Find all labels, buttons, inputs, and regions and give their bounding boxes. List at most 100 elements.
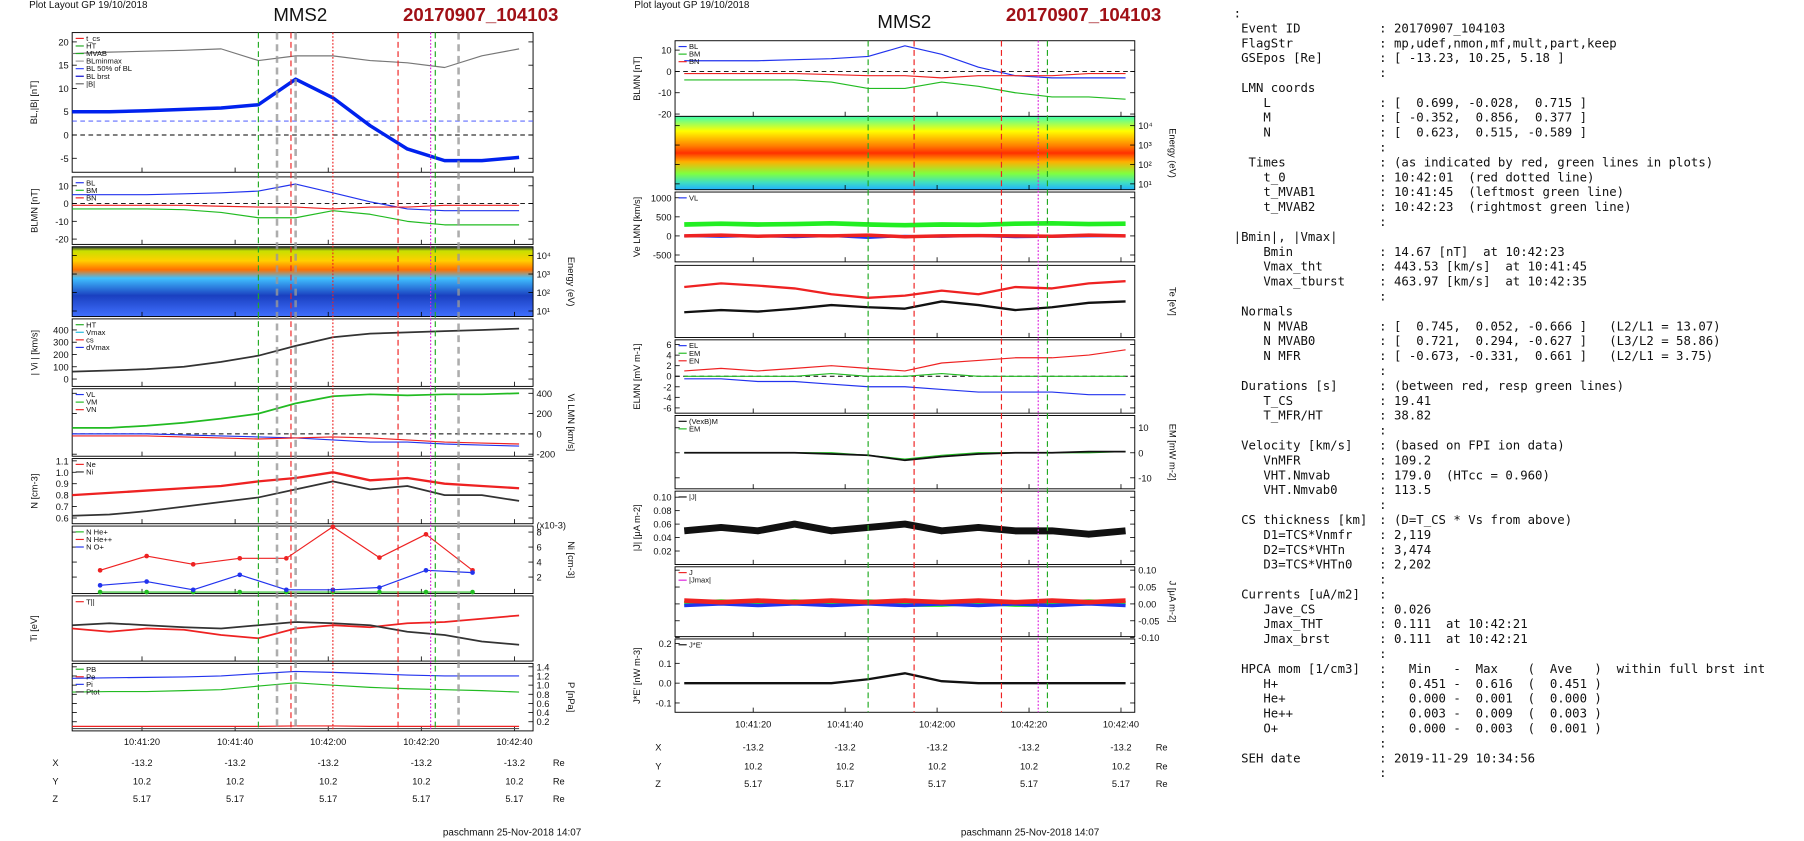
summary-value: : [ -0.673, -0.331, 0.661 ] (L2/L1 = 3.7… [1379,349,1713,363]
x-tick-label: 10:42:20 [403,737,439,747]
summary-label: Vmax_tburst [1234,275,1345,289]
summary-label: M [1234,111,1271,125]
summary-value: : 0.451 - 0.616 ( 0.451 ) [1379,677,1602,691]
panel-frame [674,40,1136,117]
summary-label: O+ [1234,722,1279,736]
legend-label: J [689,568,693,577]
legend-label: cs [86,335,94,344]
series-line [72,327,520,373]
legend-label: VL [689,193,698,202]
y-tick-label: 0 [666,67,671,77]
summary-label: Bmin [1234,245,1293,259]
series-line [684,672,1126,685]
data-point [190,587,196,593]
summary-label: VnMFR [1234,453,1301,467]
series-line [72,435,520,445]
legend-label: |J| [689,493,697,502]
data-point [423,531,429,537]
summary-label: T_CS [1234,394,1293,408]
y-tick-label: 0 [64,130,69,140]
x-tick-label: 10:42:40 [1103,719,1139,729]
y-axis-label: Vi LMN [km/s] [566,394,576,452]
y-tick-label: 10⁴ [537,251,551,261]
y-axis-label: | Vi | [km/s] [29,330,39,375]
y-tick-label: 4 [537,558,542,568]
summary-label: LMN coords [1234,81,1316,95]
y-tick-label: -6 [663,403,671,413]
series-line [684,450,1126,462]
y-axis-label: Te [eV] [1168,287,1178,316]
summary-label: |Bmin|, |Vmax| [1234,230,1338,244]
y-tick-label: 0.06 [653,520,671,530]
y-tick-label: 0.2 [537,717,550,727]
summary-label: Velocity [km/s] [1234,438,1353,452]
summary-label: N [1234,126,1271,140]
y-axis-label: BLMN [nT] [29,188,39,232]
panel-frame [71,318,534,387]
summary-value: : 443.53 [km/s] at 10:41:45 [1379,260,1587,274]
summary-value: : [ 0.745, 0.052, -0.666 ] (L2/L1 = 13.0… [1379,319,1720,333]
y-axis-label: |J| [μA m-2] [632,504,642,551]
y-tick-label: 0.00 [1138,599,1156,609]
legend-label: BL brst [86,72,111,81]
legend-label: VM [86,398,97,407]
summary-label: t_0 [1234,170,1286,184]
y-axis-label: Ti [eV] [29,615,39,642]
y-tick-label: 1.0 [56,468,69,478]
y-tick-label: -10 [55,217,68,227]
summary-value: : [ 0.721, 0.294, -0.627 ] (L3/L2 = 58.8… [1379,334,1720,348]
orbit-value: -13.2 [743,743,764,753]
summary-label: Event ID [1234,21,1301,35]
summary-value: : [1379,66,1386,80]
summary-value: : 14.67 [nT] at 10:42:23 [1379,245,1565,259]
summary-label: VHT.Nmvab0 [1234,483,1338,497]
summary-value: : 19.41 [1379,394,1431,408]
plot-title: MMS2 [273,4,327,25]
legend-label: Vmax [86,328,106,337]
orbit-value: 5.17 [319,794,337,804]
orbit-label: Y [52,776,58,786]
legend-label: VL [86,390,95,399]
x-tick-label: 10:41:40 [217,737,253,747]
footer: paschmann 25-Nov-2018 14:07 [443,828,581,839]
summary-value: : [1379,498,1386,512]
orbit-value: -13.2 [131,758,152,768]
summary-label: t_MVAB2 [1234,200,1316,214]
y-tick-label: 500 [656,212,672,222]
summary-value: : [ 0.699, -0.028, 0.715 ] [1379,96,1587,110]
y-tick-label: 2 [537,573,542,583]
summary-label: D3=TCS*VHTn0 [1234,558,1353,572]
y-tick-label: 0 [666,231,671,241]
y-tick-label: 0.04 [653,533,671,543]
data-point [283,555,289,561]
y-tick-label: 20 [58,37,68,47]
y-tick-label: 10 [58,181,68,191]
axis-note: (x10-3) [537,520,566,530]
summary-label: FlagStr [1234,36,1293,50]
y-tick-label: -4 [663,393,671,403]
y-tick-label: 10³ [537,270,550,280]
summary-value: : 0.000 - 0.003 ( 0.001 ) [1379,722,1602,736]
y-tick-label: -10 [1138,473,1151,483]
orbit-value: 5.17 [133,794,151,804]
series-line [72,670,520,679]
summary-label: Vmax_tht [1234,260,1323,274]
series-line [684,373,1126,377]
y-tick-label: 0 [64,199,69,209]
orbit-label: Y [655,761,661,771]
summary-label: T_MFR/HT [1234,409,1324,423]
data-point [97,567,103,573]
y-tick-label: 4 [666,351,671,361]
series-line [72,392,520,429]
series-line [684,602,1126,608]
orbit-unit: Re [1156,761,1168,771]
series-line [72,621,520,646]
summary-value: : 463.97 [km/s] at 10:42:35 [1379,275,1587,289]
panel-frame [71,458,534,525]
event-id: 20170907_104103 [1006,4,1161,25]
y-tick-label: 15 [58,61,68,71]
summary-label: D1=TCS*Vnmfr [1234,528,1353,542]
y-tick-label: 0.8 [537,690,550,700]
summary-value: : [1379,424,1386,438]
